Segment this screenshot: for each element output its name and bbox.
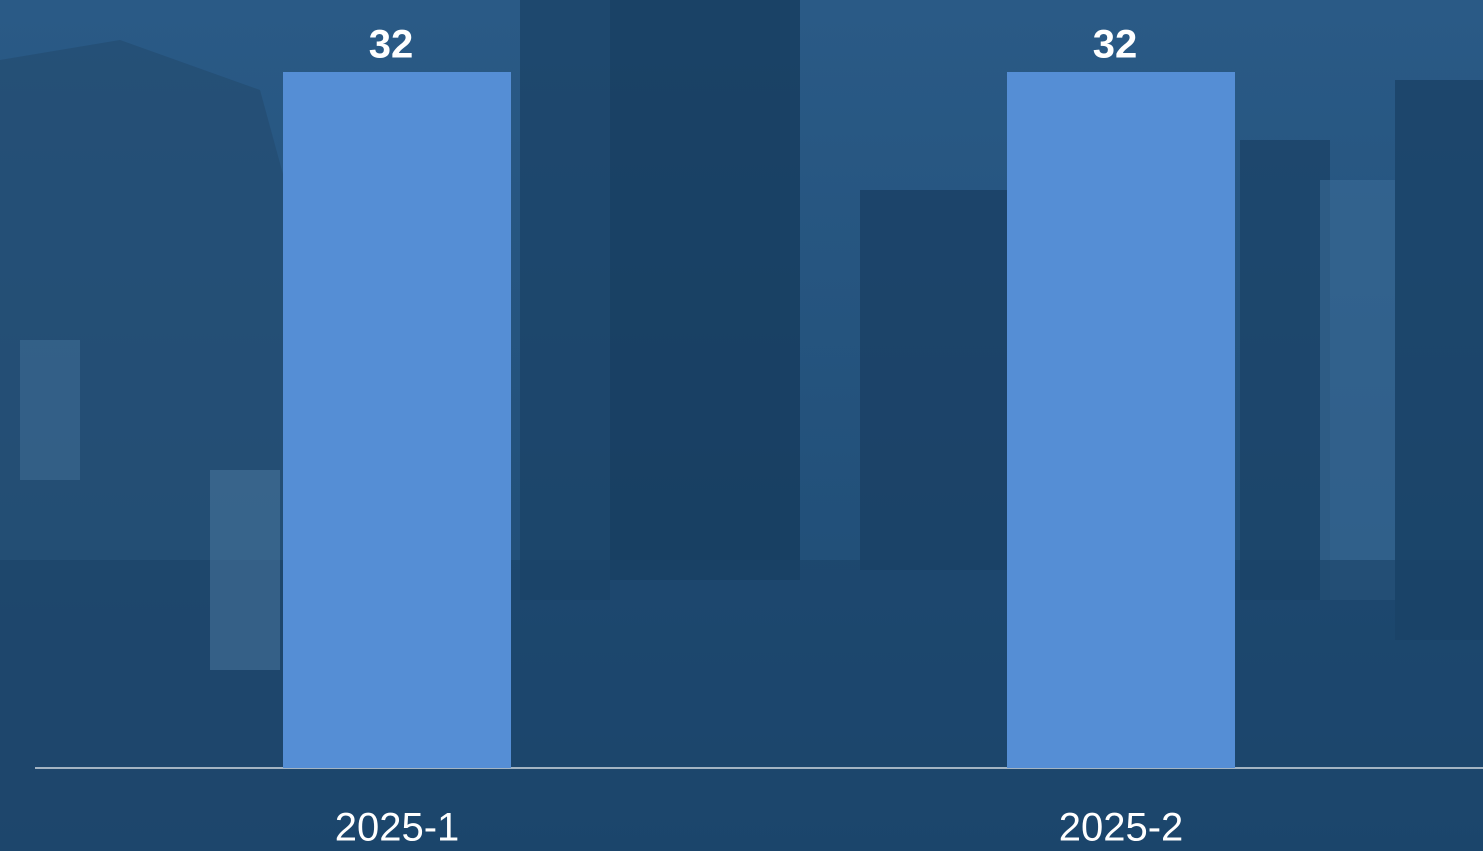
x-tick-label: 2025-1 — [335, 806, 460, 850]
bar — [1007, 72, 1235, 768]
background — [0, 0, 1483, 851]
value-label: 32 — [1093, 23, 1138, 67]
page: 322025-1322025-2 (() => { const data = J… — [0, 0, 1483, 851]
value-label: 32 — [369, 23, 414, 67]
bar — [283, 72, 511, 768]
chart: 32 2025-1 32 2025-2 — [0, 0, 1483, 851]
x-tick-label: 2025-2 — [1059, 806, 1184, 850]
